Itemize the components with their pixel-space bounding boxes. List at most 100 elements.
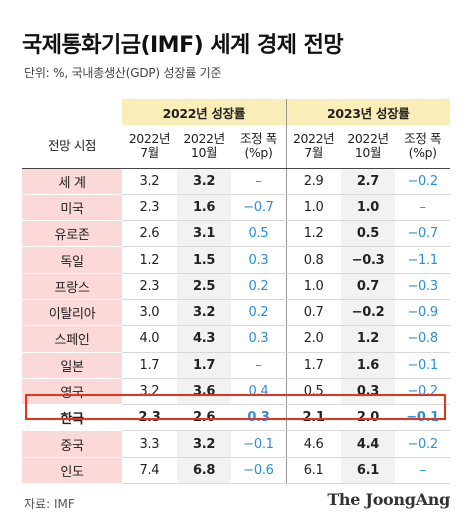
value-cell: 2.9: [285, 168, 341, 195]
value-cell: 6.1: [340, 457, 396, 485]
value-cell: 4.6: [285, 430, 341, 458]
value-cell: 0.3: [231, 404, 287, 432]
table-row: 유로존 2.6 3.1 0.5 1.2 0.5 −0.7: [22, 220, 450, 248]
value-cell: 0.8: [285, 246, 341, 274]
value-cell: 1.2: [285, 220, 341, 248]
value-cell: 1.7: [285, 352, 341, 379]
value-cell: 2.0: [285, 325, 341, 353]
value-cell: 4.0: [122, 325, 177, 353]
value-cell: −0.1: [395, 404, 450, 432]
value-cell: −0.7: [231, 194, 287, 222]
value-cell: 7.4: [122, 457, 177, 485]
value-cell: 2.7: [340, 168, 396, 195]
group-header-row: 2022년 성장률 2023년 성장률: [22, 99, 450, 125]
value-cell: −0.8: [395, 325, 450, 353]
value-cell: 2.6: [176, 404, 232, 432]
value-cell: −0.2: [395, 430, 450, 458]
value-cell: 1.2: [122, 246, 177, 274]
value-cell: −0.7: [395, 220, 450, 248]
country-cell: 독일: [22, 246, 123, 274]
value-cell: −0.2: [395, 378, 450, 406]
country-cell: 이탈리아: [22, 299, 123, 327]
country-cell: 스페인: [22, 325, 123, 353]
sub-header-line: 2022년: [347, 130, 389, 146]
value-cell: 2.3: [122, 273, 177, 300]
table-body: 세 계 3.2 3.2–2.9 2.7 −0.2 미국 2.3 1.6 −0.7 1.0 1.0– 유…: [22, 168, 450, 485]
value-cell: −0.6: [231, 457, 287, 485]
unit-note: 단위: %, 국내총생산(GDP) 성장률 기준: [24, 66, 222, 80]
value-cell: –: [231, 352, 287, 379]
value-cell: 0.4: [231, 378, 287, 406]
sub-header-cell: 2022년 7월: [122, 125, 177, 169]
country-cell: 일본: [22, 352, 123, 379]
table-row: 이탈리아 3.0 3.2 0.2 0.7 −0.2 −0.9: [22, 299, 450, 327]
country-cell: 영국: [22, 378, 123, 406]
sub-header-line: 조정 폭: [240, 130, 277, 146]
value-cell: −0.2: [340, 299, 396, 327]
table-row: 일본 1.7 1.7–1.7 1.6 −0.1: [22, 352, 450, 379]
sub-header-row: 전망 시점 2022년 7월 2022년 10월 조정 폭 (%p) 2022년 7월 …: [22, 125, 450, 169]
value-cell: 1.0: [340, 194, 396, 222]
value-cell: 1.0: [285, 194, 341, 222]
country-cell: 유로존: [22, 220, 123, 248]
value-cell: 0.3: [340, 378, 396, 406]
country-cell: 인도: [22, 457, 123, 485]
value-cell: −0.1: [231, 430, 287, 458]
table-row: 중국 3.3 3.2 −0.1 4.6 4.4 −0.2: [22, 430, 450, 458]
value-cell: 0.2: [231, 299, 287, 327]
value-cell: 0.5: [340, 220, 396, 248]
value-cell: 2.3: [122, 194, 177, 222]
value-cell: −0.9: [395, 299, 450, 327]
value-cell: 1.6: [176, 194, 232, 222]
table-row: 한국 2.3 2.6 0.3 2.1 2.0 −0.1: [22, 404, 450, 432]
value-cell: 3.2: [176, 299, 232, 327]
country-cell: 미국: [22, 194, 123, 222]
value-cell: 1.7: [122, 352, 177, 379]
value-cell: −1.1: [395, 246, 450, 274]
value-cell: 2.3: [122, 404, 177, 432]
value-cell: 2.0: [340, 404, 396, 432]
value-cell: 3.6: [176, 378, 232, 406]
group-header-2022: 2022년 성장률: [122, 99, 287, 125]
value-cell: −0.1: [395, 352, 450, 379]
table-row: 독일 1.2 1.5 0.3 0.8 −0.3 −1.1: [22, 246, 450, 274]
sub-header-line: 7월: [304, 145, 323, 161]
value-cell: 2.1: [285, 404, 341, 432]
table-row: 스페인 4.0 4.3 0.3 2.0 1.2 −0.8: [22, 325, 450, 353]
value-cell: 3.2: [122, 168, 177, 195]
outlook-table: 2022년 성장률 2023년 성장률 전망 시점 2022년 7월 2022년 1…: [22, 99, 450, 485]
sub-header-line: 조정 폭: [404, 130, 442, 146]
value-cell: –: [395, 457, 450, 485]
sub-header-cell: 2022년 7월: [285, 125, 341, 169]
value-cell: 0.3: [231, 325, 287, 353]
value-cell: 0.3: [231, 246, 287, 274]
value-cell: 1.2: [340, 325, 396, 353]
value-cell: 2.6: [122, 220, 177, 248]
value-cell: 0.2: [231, 273, 287, 300]
country-cell: 프랑스: [22, 273, 123, 300]
value-cell: 4.4: [340, 430, 396, 458]
table-row: 인도 7.4 6.8 −0.6 6.1 6.1–: [22, 457, 450, 485]
value-cell: 1.7: [176, 352, 232, 379]
table-row: 영국 3.2 3.6 0.4 0.5 0.3 −0.2: [22, 378, 450, 406]
value-cell: –: [395, 194, 450, 222]
value-cell: 1.6: [340, 352, 396, 379]
country-cell: 한국: [22, 404, 123, 432]
value-cell: 2.5: [176, 273, 232, 300]
value-cell: 6.8: [176, 457, 232, 485]
value-cell: 3.3: [122, 430, 177, 458]
value-cell: 1.5: [176, 246, 232, 274]
value-cell: 3.2: [122, 378, 177, 406]
value-cell: 0.7: [340, 273, 396, 300]
value-cell: 0.7: [285, 299, 341, 327]
sub-header-line: 2022년: [183, 130, 225, 146]
publisher-logo: The JoongAng: [327, 490, 450, 509]
value-cell: 4.3: [176, 325, 232, 353]
value-cell: 0.5: [285, 378, 341, 406]
sub-header-cell: 조정 폭 (%p): [231, 125, 287, 169]
table-row: 세 계 3.2 3.2–2.9 2.7 −0.2: [22, 168, 450, 195]
sub-header-line: 2022년: [292, 130, 335, 146]
value-cell: 6.1: [285, 457, 341, 485]
sub-header-line: (%p): [408, 145, 437, 161]
value-cell: −0.2: [395, 168, 450, 195]
